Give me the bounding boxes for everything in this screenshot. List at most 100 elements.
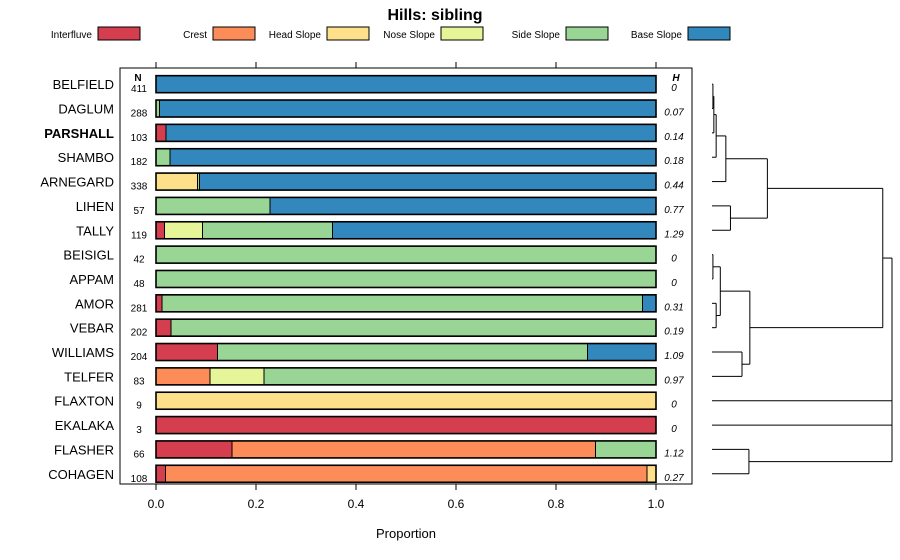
bar-outline-13: [155, 391, 657, 411]
bar-row-6: [155, 220, 657, 240]
x-axis-label: Proportion: [376, 526, 436, 541]
n-label-12: 83: [133, 376, 145, 387]
bar-row-1: [155, 99, 657, 118]
legend-label-2: Head Slope: [269, 30, 322, 41]
legend: Interfluve Crest Head Slope Nose Slope Side …: [51, 26, 731, 41]
bar-segment-6-5: [332, 221, 657, 240]
bar-row-8: [155, 269, 657, 289]
bar-segment-11-5: [587, 343, 657, 362]
h-column-header: H: [672, 73, 680, 84]
x-axis: 0.0 0.2 0.4 0.6 0.8 1.0: [148, 62, 665, 511]
bar-outline-9: [155, 294, 657, 313]
series-label-3: SHAMBO: [58, 150, 114, 165]
legend-label-3: Nose Slope: [383, 30, 435, 41]
bar-segment-0-5: [155, 75, 657, 94]
bar-segment-9-5: [642, 294, 657, 313]
bar-segment-12-1: [155, 367, 211, 386]
bar-row-4: [155, 172, 657, 191]
bars: [155, 74, 657, 484]
n-label-8: 48: [133, 279, 145, 290]
bar-segment-11-0: [155, 343, 218, 362]
bar-outline-8: [155, 269, 657, 289]
bar-row-0: [155, 74, 657, 94]
bar-segment-4-5: [199, 172, 657, 191]
series-label-1: DAGLUM: [58, 102, 114, 117]
legend-label-1: Crest: [183, 30, 207, 41]
bar-segment-7-4: [155, 245, 657, 264]
h-label-4: 0.44: [664, 181, 684, 192]
h-label-13: 0: [671, 400, 677, 411]
series-label-12: TELFER: [64, 369, 114, 384]
series-label-5: LIHEN: [76, 199, 114, 214]
n-label-15: 66: [133, 449, 145, 460]
bar-segment-10-0: [155, 318, 172, 337]
dendrogram: [712, 83, 893, 475]
h-label-11: 1.09: [664, 351, 684, 362]
n-label-3: 182: [131, 157, 148, 168]
legend-swatch-5: [687, 26, 731, 41]
legend-swatch-2: [326, 26, 370, 41]
bar-outline-3: [155, 147, 657, 167]
bar-outline-5: [155, 196, 657, 216]
bar-segment-4-2: [155, 172, 198, 191]
bar-row-10: [155, 318, 657, 337]
bar-segment-12-4: [263, 367, 657, 386]
series-label-2: PARSHALL: [44, 126, 114, 141]
bar-segment-9-0: [155, 294, 163, 313]
bar-segment-2-0: [155, 123, 167, 142]
series-label-6: TALLY: [76, 223, 114, 238]
bar-segment-15-1: [231, 440, 596, 459]
bar-row-14: [155, 415, 657, 435]
bar-segment-16-2: [646, 464, 657, 483]
n-label-9: 281: [131, 303, 148, 314]
bar-outline-4: [155, 172, 657, 191]
bar-row-3: [155, 147, 657, 167]
x-tick-label-0: 0.0: [148, 497, 165, 511]
n-label-16: 108: [131, 474, 148, 485]
n-label-14: 3: [136, 425, 142, 436]
bar-segment-5-4: [155, 196, 271, 215]
legend-label-0: Interfluve: [51, 30, 93, 41]
bar-segment-6-3: [164, 221, 203, 240]
n-label-4: 338: [131, 182, 148, 193]
bar-segment-6-0: [155, 221, 165, 240]
bar-outline-7: [155, 245, 657, 264]
n-label-10: 202: [131, 328, 148, 339]
x-tick-label-2: 0.4: [348, 497, 365, 511]
bar-outline-0: [155, 74, 657, 94]
bar-row-12: [155, 367, 657, 386]
bar-segment-15-4: [595, 440, 657, 459]
bar-outline-16: [155, 464, 657, 484]
series-label-0: BELFIELD: [53, 77, 114, 92]
series-labels: BELFIELD DAGLUM PARSHALL SHAMBO ARNEGARD LIHE…: [40, 77, 114, 482]
legend-label-5: Base Slope: [631, 30, 683, 41]
h-labels: 0 0.07 0.14 0.18 0.44 0.77 1.29 0 0 0.31 0.19 1.09 0…: [664, 83, 684, 484]
series-label-7: BEISIGL: [63, 248, 114, 263]
bar-segment-12-3: [209, 367, 265, 386]
legend-swatch-4: [565, 26, 609, 41]
series-label-15: FLASHER: [54, 442, 114, 457]
bar-segment-5-5: [269, 196, 657, 215]
bar-row-9: [155, 294, 657, 313]
series-label-16: COHAGEN: [48, 467, 114, 482]
h-label-7: 0: [671, 254, 677, 265]
bar-outline-6: [155, 220, 657, 240]
n-label-7: 42: [133, 255, 145, 266]
h-label-3: 0.18: [664, 156, 684, 167]
bar-row-13: [155, 391, 657, 411]
n-label-5: 57: [133, 206, 145, 217]
bar-row-15: [155, 440, 657, 459]
plot-frame: [119, 67, 693, 485]
h-label-9: 0.31: [664, 302, 683, 313]
h-label-5: 0.77: [664, 205, 684, 216]
bar-segment-16-0: [155, 464, 166, 483]
x-tick-label-5: 1.0: [648, 497, 665, 511]
x-tick-label-3: 0.6: [448, 497, 465, 511]
bar-row-11: [155, 342, 657, 362]
bar-segment-3-5: [169, 148, 657, 167]
series-label-10: VEBAR: [70, 321, 114, 336]
n-label-6: 119: [131, 230, 147, 241]
n-label-2: 103: [131, 133, 148, 144]
n-column-header: N: [134, 73, 141, 84]
h-label-10: 0.19: [664, 327, 684, 338]
